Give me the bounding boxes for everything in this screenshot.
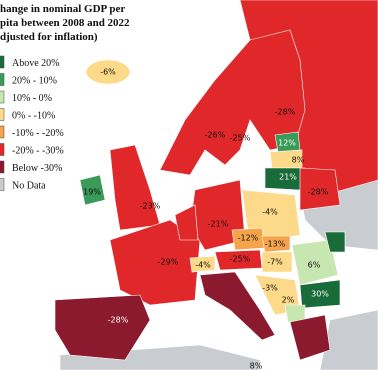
region-label: 6% bbox=[308, 261, 321, 270]
region-label: -23% bbox=[140, 202, 161, 211]
region-romania bbox=[291, 239, 339, 286]
legend-swatch bbox=[0, 125, 5, 139]
legend-label: Below -30% bbox=[12, 163, 62, 174]
region-ireland bbox=[79, 174, 106, 206]
region-slovakia bbox=[261, 235, 291, 253]
region-label: -21% bbox=[208, 220, 229, 229]
no-data-region bbox=[319, 309, 378, 370]
title-line: pita between 2008 and 2022 bbox=[0, 17, 130, 29]
region-label: -7% bbox=[267, 258, 283, 267]
region-label: -4% bbox=[195, 261, 211, 270]
region-benelux bbox=[174, 204, 199, 241]
legend-swatch bbox=[0, 108, 5, 121]
land bbox=[54, 0, 378, 370]
region-uk bbox=[109, 144, 161, 231]
region-label: -28% bbox=[108, 316, 129, 325]
region-label: 30% bbox=[311, 290, 329, 299]
legend: Above 20% 20% - 10% 10% - 0% 0% - -10% -10% … bbox=[0, 55, 64, 192]
region-label: -29% bbox=[158, 258, 179, 267]
legend-label: 0% - -10% bbox=[12, 111, 55, 122]
region-iberia bbox=[54, 294, 151, 361]
legend-label: No Data bbox=[12, 181, 46, 192]
legend-label: 20% - 10% bbox=[12, 76, 57, 87]
legend-swatch bbox=[0, 55, 5, 69]
legend-label: -20% - -30% bbox=[12, 146, 64, 157]
region-label: 2% bbox=[282, 296, 295, 305]
region-france bbox=[109, 219, 201, 306]
region-moldova bbox=[324, 231, 346, 253]
legend-swatch bbox=[0, 90, 5, 104]
region-label: -3% bbox=[262, 284, 278, 293]
region-greece bbox=[289, 314, 331, 361]
region-label: -12% bbox=[238, 234, 259, 243]
region-label: -4% bbox=[262, 208, 278, 217]
region-label: 21% bbox=[279, 173, 297, 182]
region-italy bbox=[199, 271, 276, 341]
region-label: -28% bbox=[308, 188, 329, 197]
region-belarus bbox=[299, 167, 341, 211]
legend-swatch bbox=[0, 178, 5, 191]
region-label: 8% bbox=[292, 156, 305, 165]
region-hungary bbox=[261, 251, 293, 273]
title-line: hange in nominal GDP per bbox=[0, 3, 125, 15]
no-data-region bbox=[59, 344, 261, 370]
region-label: -28% bbox=[275, 108, 296, 117]
legend-label: 10% - 0% bbox=[12, 93, 52, 104]
region-bulgaria bbox=[299, 279, 341, 309]
region-label: -26% bbox=[205, 131, 226, 140]
legend-label: Above 20% bbox=[12, 58, 60, 69]
region-label: -25% bbox=[230, 134, 251, 143]
region-switzerland bbox=[189, 255, 216, 273]
legend-swatch bbox=[0, 143, 5, 156]
title-line: djusted for inflation) bbox=[0, 31, 98, 43]
region-label: 19% bbox=[83, 188, 101, 197]
labels: -6% -28% -26% -25% 12% 8% 21% -28% 19% -… bbox=[83, 68, 329, 370]
region-label: -6% bbox=[100, 68, 116, 77]
region-iceland bbox=[85, 59, 131, 85]
legend-swatch bbox=[0, 160, 5, 174]
title: hange in nominal GDP per pita between 20… bbox=[0, 3, 130, 43]
legend-swatch bbox=[0, 73, 5, 86]
region-label: 12% bbox=[278, 139, 296, 148]
legend-label: -10% - -20% bbox=[12, 128, 64, 139]
region-label: -13% bbox=[265, 240, 286, 249]
region-label: -25% bbox=[230, 255, 251, 264]
region-label: 8% bbox=[250, 362, 263, 370]
